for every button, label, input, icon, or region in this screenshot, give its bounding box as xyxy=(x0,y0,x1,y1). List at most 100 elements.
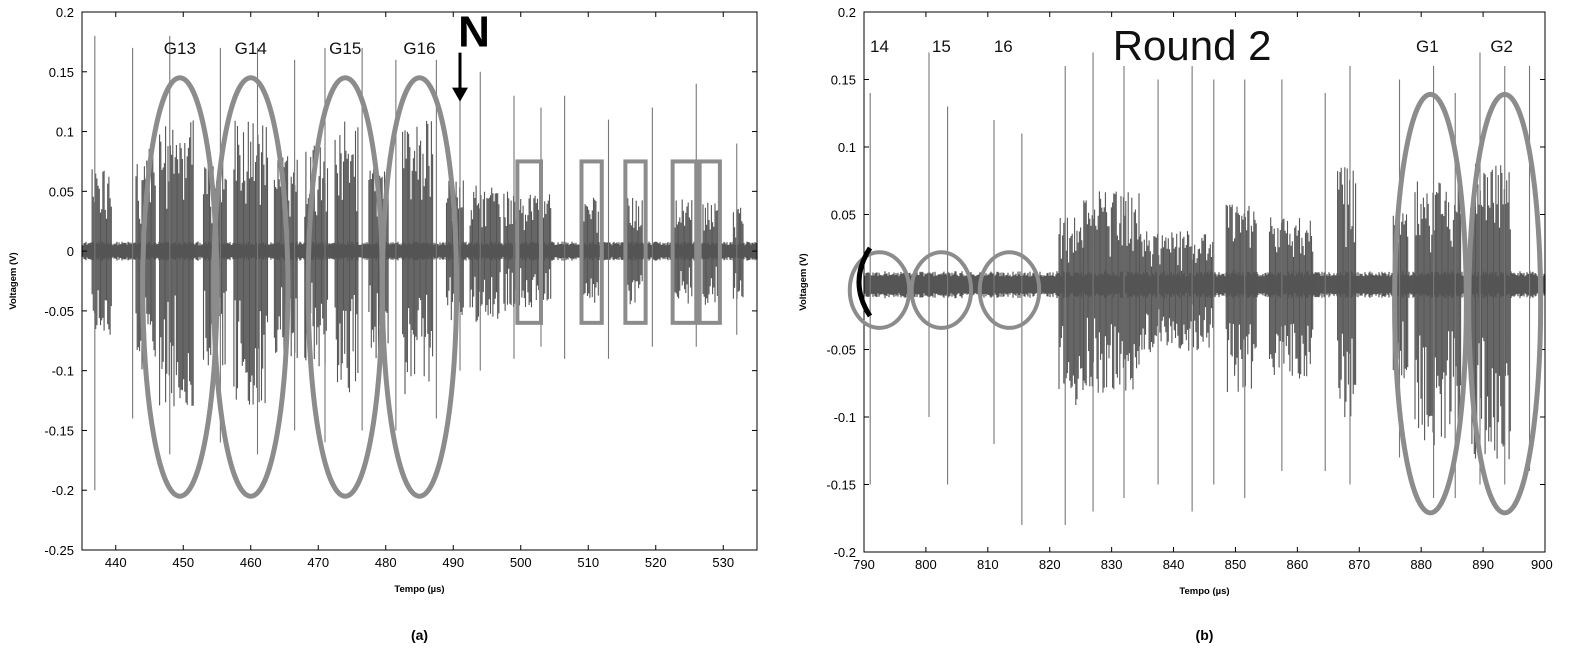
group-ellipse-4 xyxy=(379,75,460,499)
slot-rectangle-4 xyxy=(670,159,699,325)
annotations: G13 G14 G15 G16 N xyxy=(140,8,722,499)
signal-trace xyxy=(81,35,758,491)
x-tick-label: 530 xyxy=(712,555,734,570)
y-tick-label: 0 xyxy=(67,244,74,259)
slot-circle-3 xyxy=(977,250,1042,330)
round-label: Round 2 xyxy=(1113,22,1272,69)
group-label: G15 xyxy=(329,39,361,58)
x-tick-label: 800 xyxy=(915,557,937,572)
x-tick-label: 450 xyxy=(172,555,194,570)
y-tick-label: -0.1 xyxy=(52,364,74,379)
x-axis-label: Tempo (µs) xyxy=(394,584,444,595)
slot-circle-2 xyxy=(909,250,974,330)
x-tick-label: 510 xyxy=(577,555,599,570)
y-tick-label: -0.05 xyxy=(826,343,856,358)
burst-5 xyxy=(1268,217,1314,379)
x-axis-label: Tempo (µs) xyxy=(1179,586,1229,597)
edge-bracket xyxy=(856,246,873,318)
x-tick-label: 480 xyxy=(375,555,397,570)
x-tick-label: 830 xyxy=(1101,557,1123,572)
burst-1 xyxy=(91,169,112,335)
y-tick-label: 0.2 xyxy=(56,5,74,20)
x-tick-label: 810 xyxy=(977,557,999,572)
panel-b: 790 800 810 820 830 840 850 860 870 880 890 9000.20… xyxy=(798,5,1553,643)
x-tick-label: 860 xyxy=(1287,557,1309,572)
group-label: G2 xyxy=(1490,37,1513,56)
burst-18 xyxy=(732,207,744,299)
panel-a: 440 450 460 470 480 490 500 510 520 530 0.2 0.15 0.1… xyxy=(8,5,758,643)
plot-frame xyxy=(863,11,1546,553)
x-axis-ticks: 790 800 810 820 830 840 850 860 870 880 890 900 xyxy=(853,12,1553,572)
x-tick-label: 870 xyxy=(1348,557,1370,572)
x-axis-ticks: 440 450 460 470 480 490 500 510 520 530 xyxy=(105,12,734,570)
slot-rectangle-5 xyxy=(697,159,722,325)
y-axis-ticks: 0.2 0.15 0.1 0.05 -0.05 -0.1 -0.15 -0.2 xyxy=(826,5,1545,560)
x-tick-label: 890 xyxy=(1472,557,1494,572)
panel-label: (a) xyxy=(411,627,428,643)
slot-circle-1 xyxy=(847,250,912,330)
x-tick-label: 840 xyxy=(1163,557,1185,572)
y-tick-label: 0.1 xyxy=(838,140,856,155)
burst-3 xyxy=(1138,231,1214,353)
burst-5 xyxy=(233,120,269,405)
y-axis-label: Voltagem (V) xyxy=(798,253,809,310)
burst-1 xyxy=(1058,217,1084,405)
burst-3 xyxy=(159,120,194,407)
y-tick-label: 0.15 xyxy=(831,73,856,88)
burst-17 xyxy=(702,202,721,305)
arrow-label: N xyxy=(458,8,490,57)
group-ellipse-1 xyxy=(140,75,220,499)
annotations: G1 G2 14 15 16 Round 2 xyxy=(847,22,1544,516)
arrow-head xyxy=(452,87,468,102)
burst-8 xyxy=(1414,179,1462,446)
y-tick-label: 0.1 xyxy=(56,125,74,140)
y-tick-label: 0.05 xyxy=(49,184,74,199)
burst-8 xyxy=(334,121,359,393)
slot-label: 16 xyxy=(994,37,1013,56)
x-tick-label: 440 xyxy=(105,555,127,570)
panel-label: (b) xyxy=(1196,627,1214,643)
group-label: G1 xyxy=(1416,37,1439,56)
group-ellipse-2 xyxy=(1466,91,1544,516)
y-tick-label: -0.05 xyxy=(44,304,74,319)
x-tick-label: 850 xyxy=(1225,557,1247,572)
slot-rectangle-2 xyxy=(579,159,604,325)
y-tick-label: -0.15 xyxy=(44,423,74,438)
x-tick-label: 520 xyxy=(645,555,667,570)
y-tick-label: -0.2 xyxy=(52,483,74,498)
x-tick-label: 900 xyxy=(1531,557,1553,572)
y-tick-label: -0.2 xyxy=(834,545,856,560)
burst-16 xyxy=(672,199,693,304)
y-axis-ticks: 0.2 0.15 0.1 0.05 0 -0.05 -0.1 -0.15 -0.2 -0.25 xyxy=(44,5,757,558)
slot-rectangle-1 xyxy=(515,159,543,325)
burst-14 xyxy=(580,197,599,303)
y-tick-label: 0.05 xyxy=(831,208,856,223)
burst-4 xyxy=(1225,204,1257,392)
x-tick-label: 820 xyxy=(1039,557,1061,572)
x-tick-label: 500 xyxy=(510,555,532,570)
x-tick-label: 880 xyxy=(1410,557,1432,572)
burst-10 xyxy=(402,120,434,395)
x-tick-label: 460 xyxy=(240,555,262,570)
group-ellipse-2 xyxy=(211,75,291,499)
y-axis-label: Voltagem (V) xyxy=(8,252,19,309)
burst-15 xyxy=(624,198,643,305)
signal-trace xyxy=(863,52,1546,525)
x-tick-label: 790 xyxy=(853,557,875,572)
x-tick-label: 490 xyxy=(442,555,464,570)
y-tick-label: -0.15 xyxy=(826,478,856,493)
y-tick-label: -0.25 xyxy=(44,543,74,558)
slot-label: 14 xyxy=(870,37,889,56)
y-tick-label: -0.1 xyxy=(834,410,856,425)
group-label: G16 xyxy=(403,39,435,58)
slot-label: 15 xyxy=(932,37,951,56)
burst-2 xyxy=(1083,191,1140,393)
group-label: G13 xyxy=(164,39,196,58)
y-tick-label: 0.2 xyxy=(838,5,856,20)
group-label: G14 xyxy=(235,39,267,58)
y-tick-label: 0.15 xyxy=(49,65,74,80)
x-tick-label: 470 xyxy=(307,555,329,570)
plot-frame xyxy=(81,11,758,551)
slot-rectangle-3 xyxy=(623,159,648,325)
